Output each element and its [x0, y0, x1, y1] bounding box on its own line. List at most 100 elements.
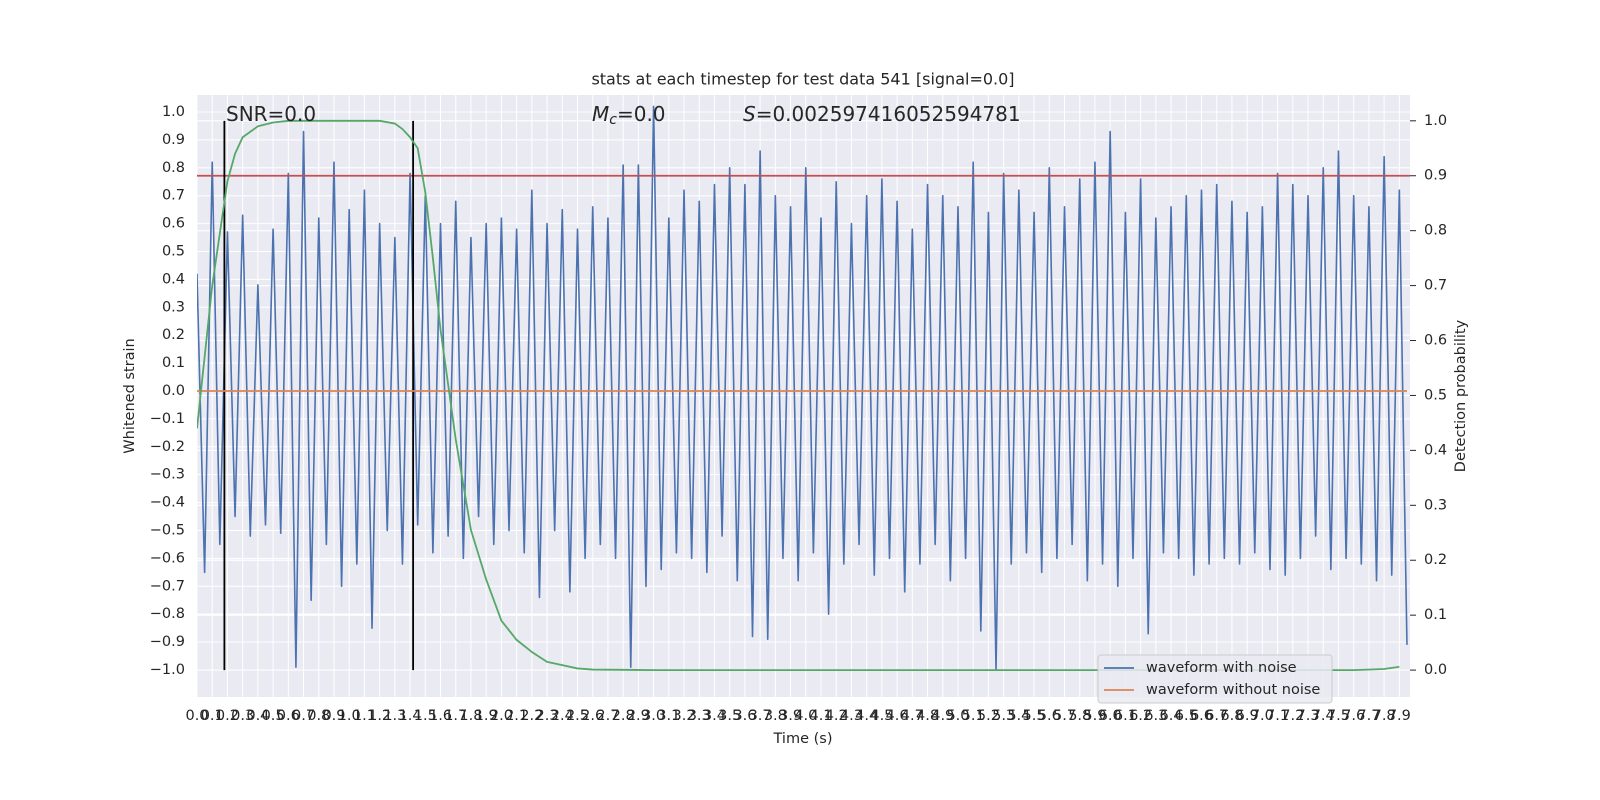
legend-label: waveform without noise [1146, 682, 1320, 698]
y2-tick-label: 0.2 [1424, 552, 1447, 568]
x-tick-label: 0.1 [201, 708, 224, 724]
x-tick-label: 2.1 [505, 708, 528, 724]
y-tick-label: 0.3 [162, 299, 185, 315]
legend-label: waveform with noise [1146, 660, 1297, 676]
x-axis-label: Time (s) [773, 731, 833, 747]
y-tick-label: −0.9 [150, 634, 185, 650]
annotation-text: SNR=0.0 [226, 102, 316, 126]
x-tick-label: 4.9 [931, 708, 954, 724]
x-tick-label: 5.7 [1053, 708, 1076, 724]
x-tick-label: 4.0 [794, 708, 817, 724]
y-tick-label: −0.5 [150, 522, 185, 538]
y-tick-label: −0.3 [150, 467, 185, 483]
x-tick-label: 1.1 [353, 708, 376, 724]
annotation: S=0.002597416052594781 [743, 102, 1021, 126]
x-tick-label: 7.8 [1373, 708, 1396, 724]
x-tick-label: 5.9 [1083, 708, 1106, 724]
y-tick-label: 0.8 [162, 160, 185, 176]
annotation-subscript: c [609, 112, 617, 128]
y-tick-label: 0.7 [162, 188, 185, 204]
y-tick-label: −0.2 [150, 439, 185, 455]
y2-tick-label: 1.0 [1424, 113, 1447, 129]
x-tick-label: 1.9 [475, 708, 498, 724]
labels: 0.00.10.20.30.40.50.60.70.80.91.01.11.21… [150, 102, 1447, 725]
x-tick-label: 2.6 [581, 708, 604, 724]
x-tick-label: 4.3 [840, 708, 863, 724]
x-tick-label: 3.6 [733, 708, 756, 724]
x-tick-label: 2.9 [627, 708, 650, 724]
x-tick-label: 3.2 [672, 708, 695, 724]
legend-box [1097, 654, 1333, 704]
y2-axis-label: Detection probability [1453, 319, 1469, 472]
x-tick-label: 7.7 [1357, 708, 1380, 724]
x-tick-label: 7.2 [1281, 708, 1304, 724]
x-tick-label: 1.7 [444, 708, 467, 724]
y2-tick-label: 0.4 [1424, 442, 1447, 458]
plot-marks [197, 105, 1410, 671]
x-tick-label: 0.0 [185, 708, 208, 724]
y-axis-label: Whitened strain [122, 338, 138, 453]
x-tick-label: 7.5 [1327, 708, 1350, 724]
y-tick-label: 0.0 [162, 383, 185, 399]
y-tick-label: −0.1 [150, 411, 185, 427]
annotation: SNR=0.0 [226, 102, 316, 126]
x-tick-label: 3.4 [703, 708, 726, 724]
y2-tick-label: 0.1 [1424, 607, 1447, 623]
y-tick-label: −0.7 [150, 578, 185, 594]
x-tick-label: 0.8 [307, 708, 330, 724]
x-tick-label: 7.9 [1388, 708, 1411, 724]
x-tick-label: 4.7 [901, 708, 924, 724]
x-tick-label: 3.1 [657, 708, 680, 724]
x-tick-label: 1.4 [399, 708, 422, 724]
y2-tick-label: 0.5 [1424, 387, 1447, 403]
x-tick-label: 4.5 [870, 708, 893, 724]
x-tick-label: 7.4 [1312, 708, 1335, 724]
x-tick-label: 6.1 [1114, 708, 1137, 724]
x-tick-label: 0.3 [231, 708, 254, 724]
x-tick-label: 0.5 [262, 708, 285, 724]
x-tick-label: 2.3 [536, 708, 559, 724]
x-tick-label: 6.8 [1220, 708, 1243, 724]
x-tick-label: 6.2 [1129, 708, 1152, 724]
x-tick-label: 1.3 [383, 708, 406, 724]
x-tick-label: 2.8 [612, 708, 635, 724]
y2-tick-label: 0.7 [1424, 278, 1447, 294]
x-tick-label: 2.2 [520, 708, 543, 724]
annotation-symbol: S [743, 102, 756, 126]
annotation-symbol: M [592, 102, 609, 126]
x-tick-label: 3.3 [688, 708, 711, 724]
x-tick-label: 5.2 [977, 708, 1000, 724]
y2-tick-label: 0.0 [1424, 662, 1447, 678]
y-tick-label: −0.8 [150, 606, 185, 622]
x-tick-label: 1.0 [338, 708, 361, 724]
x-tick-label: 5.4 [1007, 708, 1030, 724]
y-tick-label: 0.5 [162, 243, 185, 259]
x-tick-label: 5.6 [1038, 708, 1061, 724]
x-tick-label: 3.0 [642, 708, 665, 724]
y2-tick-label: 0.8 [1424, 223, 1447, 239]
x-tick-label: 4.6 [886, 708, 909, 724]
x-tick-label: 2.5 [566, 708, 589, 724]
y2-tick-label: 0.3 [1424, 497, 1447, 513]
x-tick-label: 2.0 [490, 708, 513, 724]
x-tick-label: 3.7 [749, 708, 772, 724]
y-tick-label: 0.1 [162, 355, 185, 371]
x-tick-label: 2.4 [551, 708, 574, 724]
y-tick-label: 0.9 [162, 132, 185, 148]
x-tick-label: 6.4 [1160, 708, 1183, 724]
y-tick-label: 1.0 [162, 104, 185, 120]
y2-tick-label: 0.6 [1424, 333, 1447, 349]
x-tick-label: 5.8 [1068, 708, 1091, 724]
x-tick-label: 1.2 [368, 708, 391, 724]
series-line [197, 119, 1400, 671]
x-tick-label: 0.6 [277, 708, 300, 724]
y2-tick-label: 0.9 [1424, 168, 1447, 184]
x-tick-label: 1.8 [459, 708, 482, 724]
x-tick-label: 6.5 [1175, 708, 1198, 724]
x-tick-label: 5.3 [992, 708, 1015, 724]
x-tick-label: 4.2 [825, 708, 848, 724]
x-tick-label: 7.1 [1266, 708, 1289, 724]
x-tick-label: 3.8 [764, 708, 787, 724]
annotation-text: =0.002597416052594781 [756, 102, 1021, 126]
x-tick-label: 5.0 [946, 708, 969, 724]
